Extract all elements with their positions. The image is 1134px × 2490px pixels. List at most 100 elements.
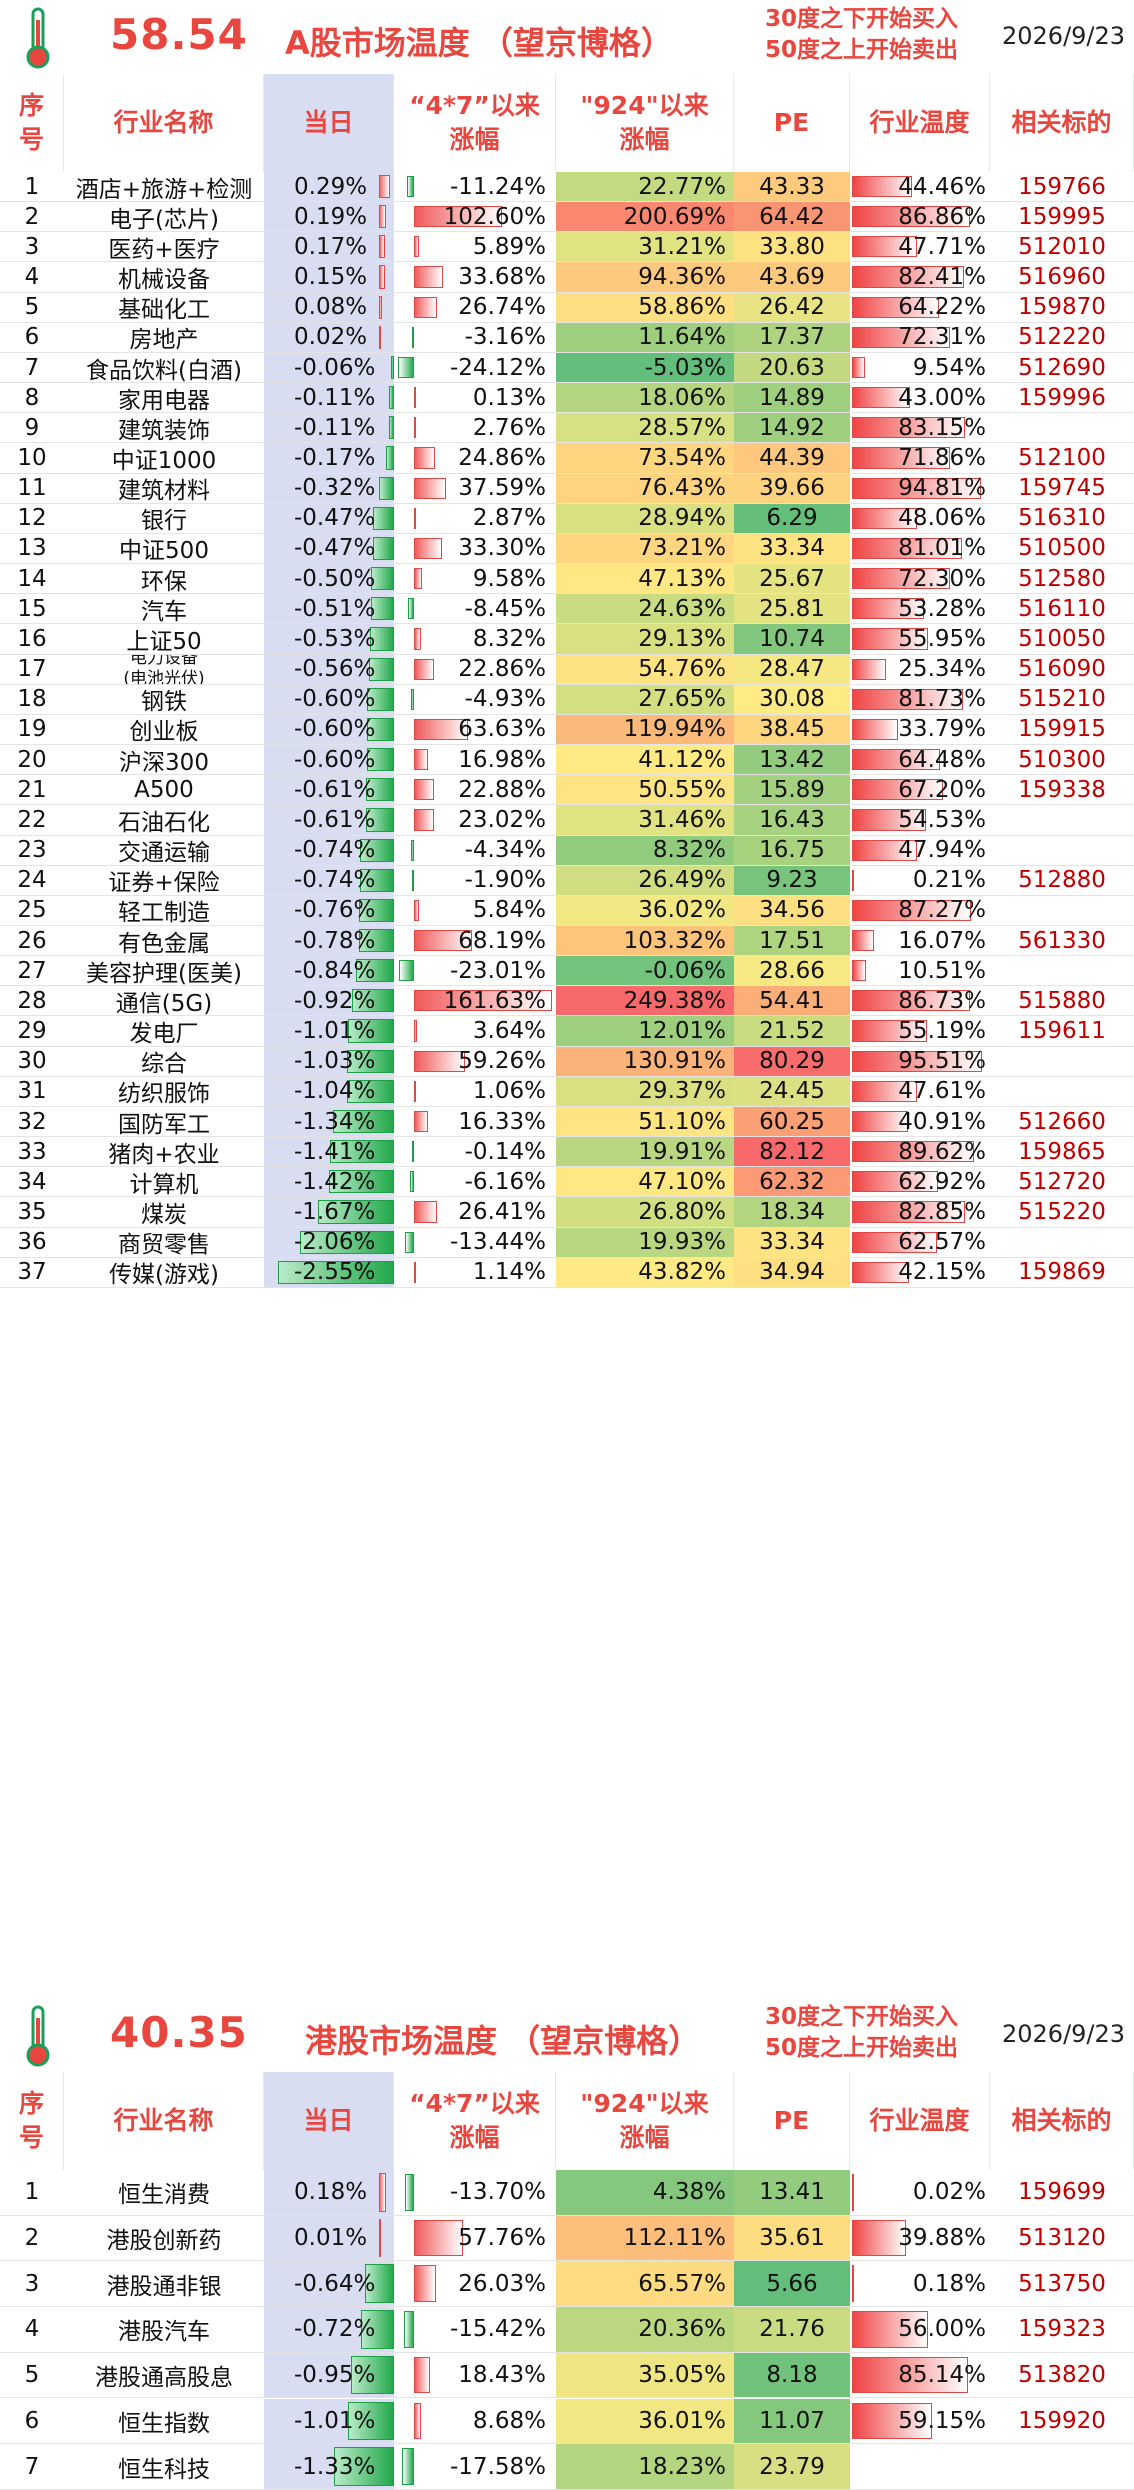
industry-name-text: 纺织服饰 [118,1081,210,1106]
pe-value: 60.25 [734,1106,850,1137]
day-change-bar [379,175,390,199]
change-since-47-value: 102.60% [443,203,546,230]
industry-temperature-bar [852,779,944,801]
change-since-47: -15.42% [394,2307,556,2352]
row-index-text: 5 [24,2362,40,2389]
change-since-47-bar [411,839,414,861]
row-index-text: 9 [24,414,40,441]
industry-temperature-value: 25.34% [898,656,986,683]
day-change-bar [379,2218,381,2258]
industry-name-text: 中证1000 [111,448,217,473]
change-since-47: -0.14% [394,1137,556,1166]
table-row: 20 沪深300 -0.60% 16.98% 41.12% 13.42 64.48% 5103… [0,745,1134,776]
related-ticker-text: 159745 [1018,475,1106,502]
day-change-bar [391,355,394,380]
industry-name: 酒店+旅游+检测 [64,172,264,202]
change-since-924-text: 8.32% [652,837,726,864]
market-title: 港股市场温度 （望京博格） [305,2022,701,2060]
industry-temperature-bar [852,1050,982,1072]
change-since-47-value: 22.86% [458,656,546,683]
row-index: 28 [0,986,64,1015]
day-change-bar [366,748,394,772]
industry-temperature-bar [852,869,854,891]
change-since-47: 23.02% [394,805,556,834]
change-since-924: 47.10% [556,1167,734,1197]
related-ticker-text: 512220 [1018,324,1106,351]
pe-value: 16.75 [734,835,850,865]
row-index-text: 6 [24,2407,40,2434]
row-index-text: 4 [24,264,40,291]
related-ticker [990,413,1134,442]
day-change: -0.50% [264,564,394,594]
industry-temperature: 62.92% [850,1167,990,1196]
column-header-idx: 序号 [0,2072,64,2170]
table-row: 11 建筑材料 -0.32% 37.59% 76.43% 39.66 94.81% 15974… [0,473,1134,504]
row-index: 20 [0,745,64,774]
industry-temperature: 9.54% [850,353,990,382]
industry-name: 商贸零售 [64,1228,264,1257]
note-buy: 30度之下开始买入 [765,6,959,32]
change-since-47-value: 33.30% [458,535,546,562]
industry-temperature-value: 64.48% [898,746,986,773]
pe-value: 33.80 [734,232,850,262]
change-since-924-text: 130.91% [623,1048,726,1075]
pe-value-text: 21.52 [759,1018,825,1045]
change-since-47: 26.41% [394,1197,556,1226]
related-ticker: 159766 [990,172,1134,201]
industry-name-text: 沪深300 [119,749,209,775]
column-header-name: 行业名称 [64,74,264,172]
related-ticker: 516960 [990,262,1134,291]
day-change: -1.01% [264,1016,394,1046]
row-index: 27 [0,956,64,985]
change-since-47-value: 68.19% [458,927,546,954]
change-since-47: -4.93% [394,685,556,714]
table-row: 9 建筑装饰 -0.11% 2.76% 28.57% 14.92 83.15% [0,413,1134,444]
change-since-924: 47.13% [556,564,734,594]
day-change-bar [386,446,394,470]
row-index: 21 [0,775,64,804]
row-index: 3 [0,232,64,261]
change-since-924: 4.38% [556,2170,734,2215]
table-row: 13 中证500 -0.47% 33.30% 73.21% 33.34 81.01% 5105… [0,533,1134,565]
table-row: 31 纺织服饰 -1.04% 1.06% 29.37% 24.45 47.61% [0,1076,1134,1107]
row-index-text: 3 [24,233,40,260]
day-change-bar [366,687,394,711]
row-index-text: 34 [17,1168,47,1195]
day-change: -1.41% [264,1137,394,1167]
industry-name: 中证1000 [64,443,264,473]
related-ticker: 510500 [990,534,1134,563]
change-since-47-value: -8.45% [464,595,546,622]
pe-value: 25.81 [734,594,850,624]
change-since-924-text: 18.06% [638,384,726,411]
day-change-bar [371,567,394,591]
change-since-47-bar [414,1020,418,1042]
row-index: 22 [0,805,64,834]
change-since-47: -11.24% [394,172,556,201]
day-change-value: -1.34% [294,1108,376,1135]
related-ticker: 561330 [990,926,1134,955]
change-since-47-value: 16.98% [458,746,546,773]
change-since-924: 103.32% [556,926,734,956]
industry-temperature-bar [852,447,950,469]
row-index-text: 2 [24,2225,40,2252]
day-change: -0.76% [264,895,394,925]
change-since-47-bar [414,1110,428,1133]
change-since-47-value: 3.64% [472,1018,546,1045]
day-change-value: -0.56% [294,656,376,683]
industry-temperature-value: 71.86% [898,445,986,472]
row-index-text: 12 [17,505,47,532]
industry-temperature-bar [852,899,971,921]
industry-temperature: 83.15% [850,413,990,442]
change-since-924-text: 35.05% [638,2362,726,2389]
change-since-47-bar [403,2311,414,2348]
table-row: 33 猪肉+农业 -1.41% -0.14% 19.91% 82.12 89.62% 1598… [0,1137,1134,1168]
change-since-924-text: 50.55% [638,776,726,803]
industry-temperature-value: 85.14% [898,2362,986,2389]
row-index: 1 [0,2170,64,2215]
change-since-924: 36.01% [556,2398,734,2444]
day-change-value: 0.29% [294,173,368,200]
day-change-value: 0.15% [294,264,368,291]
day-change-bar [333,1109,394,1134]
change-since-924-text: 26.80% [638,1199,726,1226]
day-change-bar [372,536,394,561]
